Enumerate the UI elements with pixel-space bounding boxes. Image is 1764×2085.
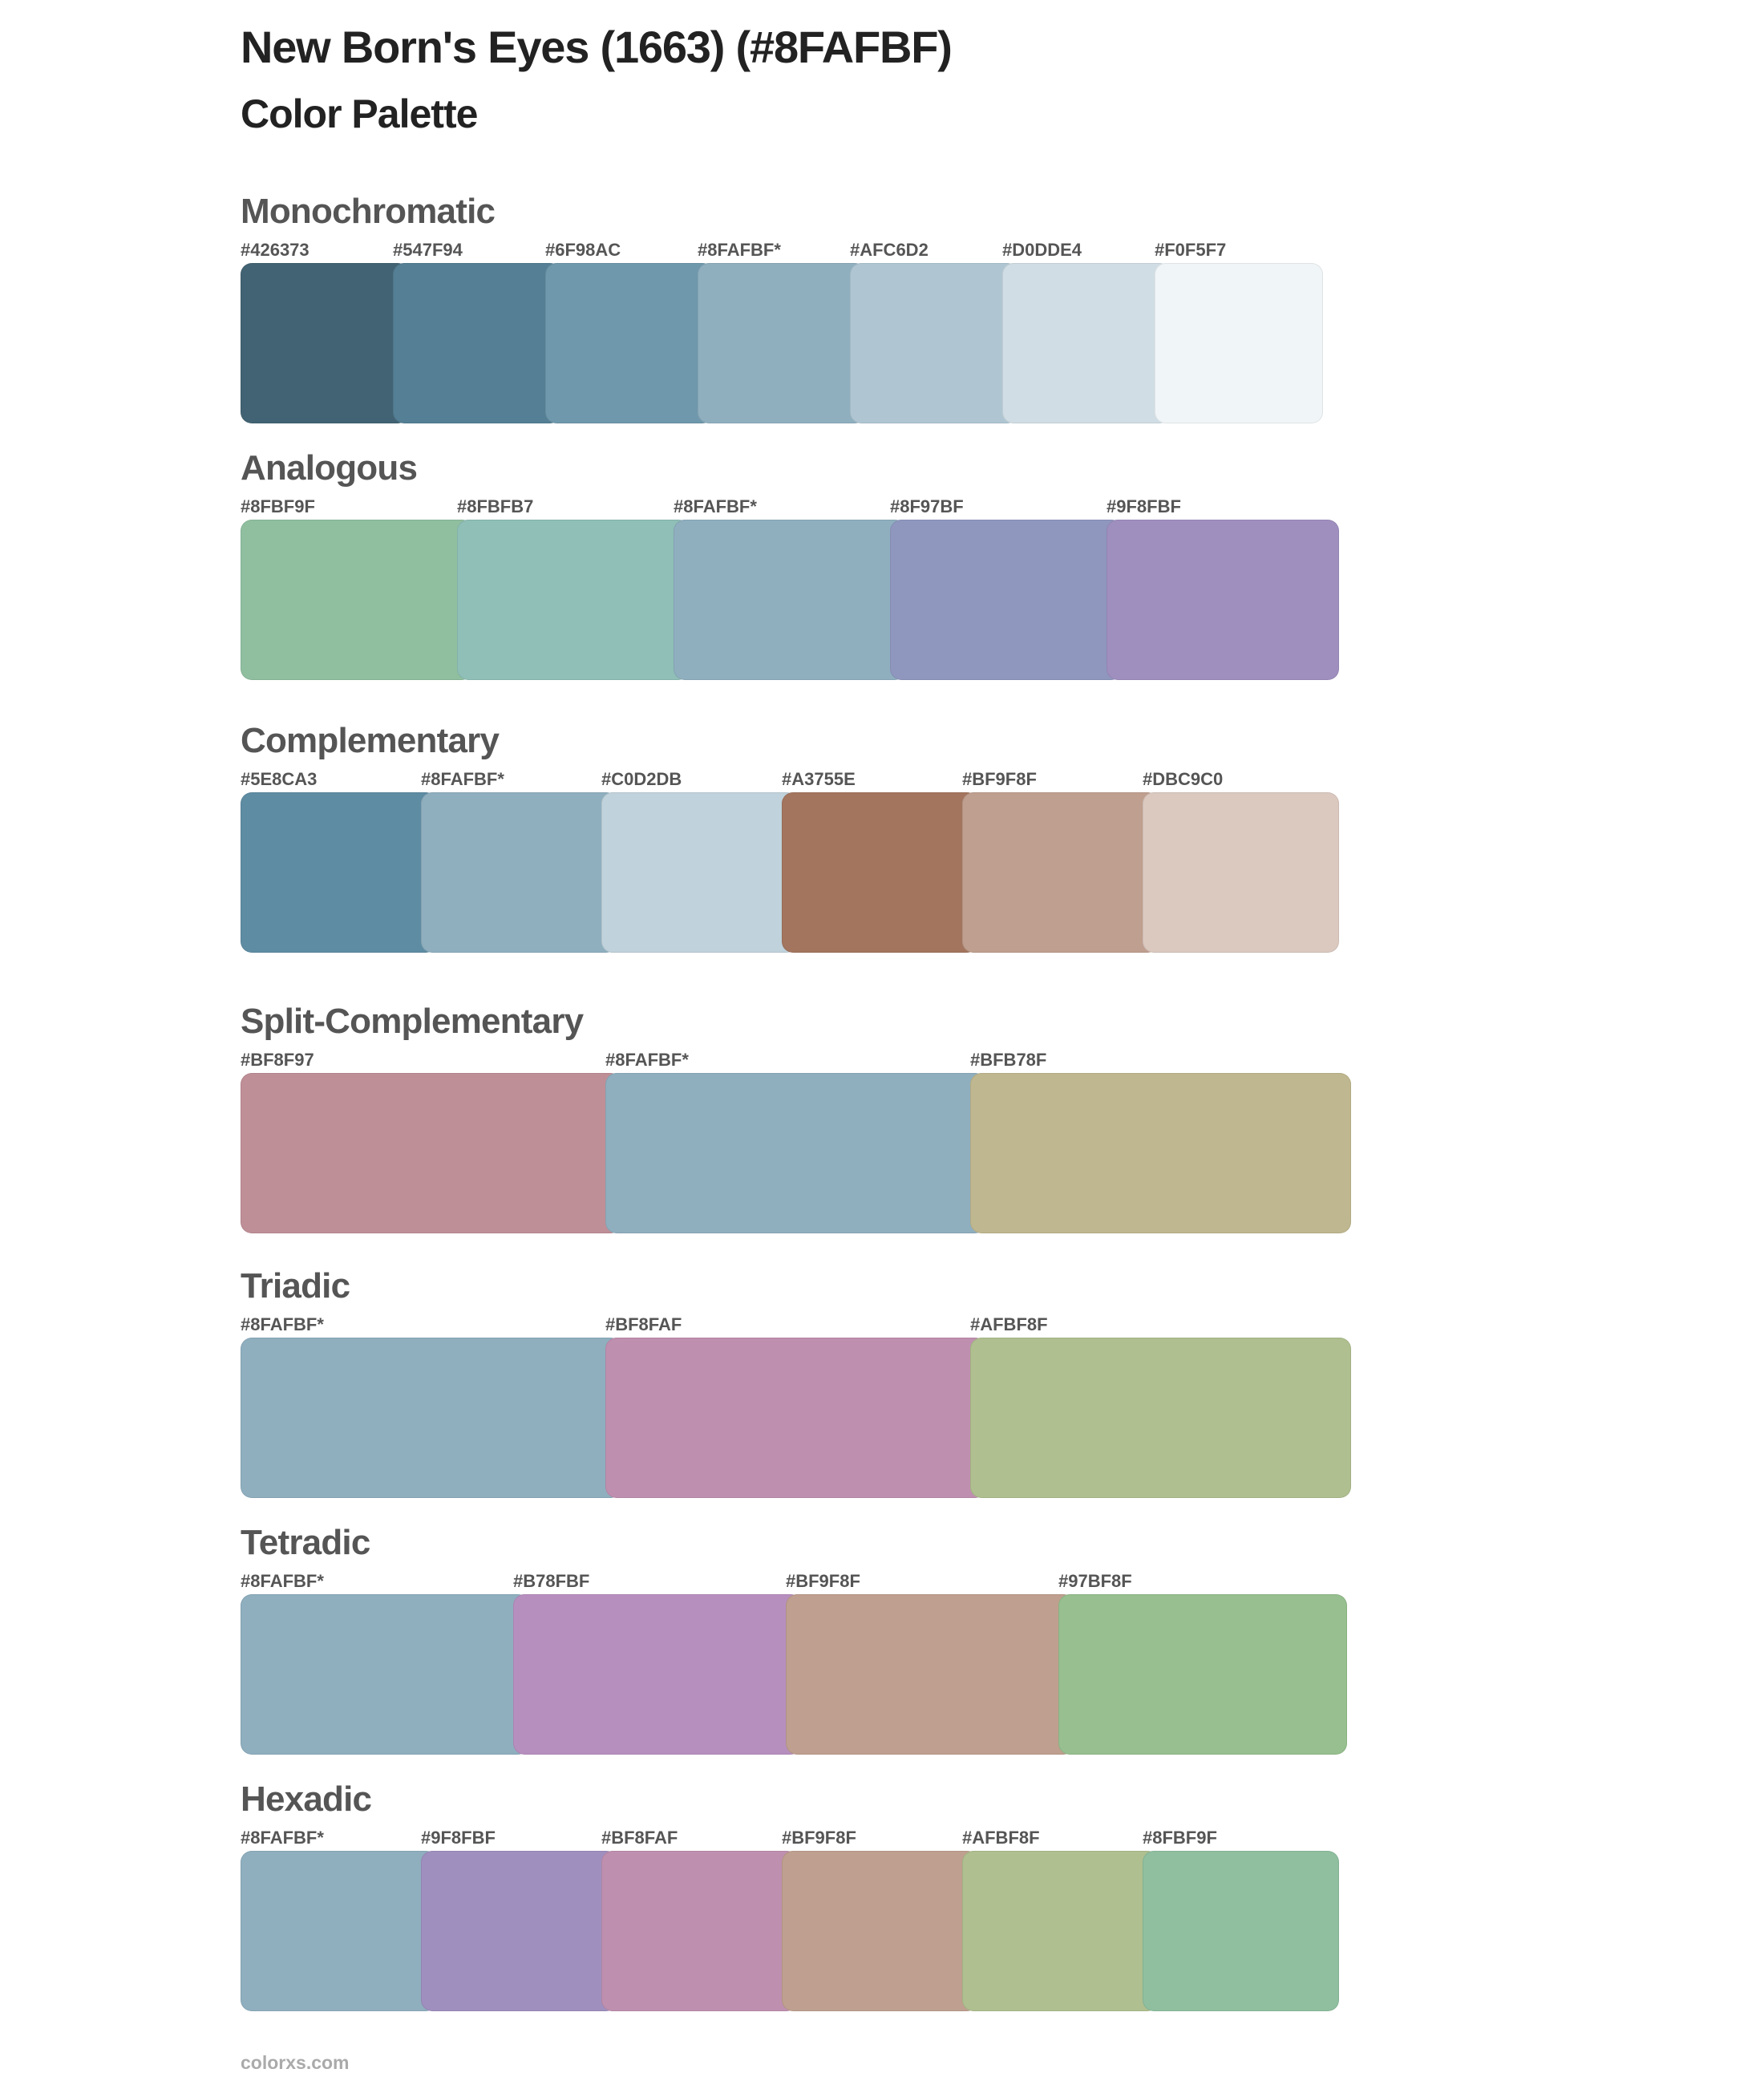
swatch-hex-label[interactable]: #8FAFBF* xyxy=(421,769,504,789)
palette-section-monochromatic: Monochromatic #426373 #547F94 #6F98AC #8FAFB… xyxy=(241,191,1379,423)
section-heading: Triadic xyxy=(241,1266,350,1306)
swatch-hex-label[interactable]: #426373 xyxy=(241,240,310,260)
swatch-hex-label[interactable]: #BF8F97 xyxy=(241,1050,314,1070)
swatch-hex-label[interactable]: #B78FBF xyxy=(513,1571,590,1591)
palette-section-hexadic: Hexadic #8FAFBF* #9F8FBF #BF8FAF #BF9F8F #AFB… xyxy=(241,1779,1379,2011)
swatch-hex-label[interactable]: #BF8FAF xyxy=(605,1314,682,1334)
swatch-hex-label[interactable]: #BFB78F xyxy=(970,1050,1047,1070)
swatch-hex-label[interactable]: #BF8FAF xyxy=(601,1828,678,1848)
color-swatch[interactable] xyxy=(241,1851,437,2011)
swatch-hex-label[interactable]: #8F97BF xyxy=(890,496,964,516)
color-swatch[interactable] xyxy=(1107,520,1339,680)
color-swatch[interactable] xyxy=(393,263,561,423)
palette-section-tetradic: Tetradic #8FAFBF* #B78FBF #BF9F8F #97BF8F xyxy=(241,1522,1379,1755)
color-swatch[interactable] xyxy=(241,792,437,953)
swatch-hex-label[interactable]: #AFBF8F xyxy=(970,1314,1048,1334)
palette-section-split-complementary: Split-Complementary #BF8F97 #8FAFBF* #BFB78… xyxy=(241,1001,1379,1233)
palette-section-triadic: Triadic #8FAFBF* #BF8FAF #AFBF8F xyxy=(241,1265,1379,1498)
color-swatch[interactable] xyxy=(786,1594,1074,1755)
color-swatch[interactable] xyxy=(241,263,409,423)
swatch-hex-label[interactable]: #8FAFBF* xyxy=(605,1050,689,1070)
color-swatch[interactable] xyxy=(241,1594,529,1755)
section-heading: Tetradic xyxy=(241,1523,370,1562)
section-heading: Monochromatic xyxy=(241,192,496,231)
color-swatch[interactable] xyxy=(1155,263,1323,423)
color-swatch[interactable] xyxy=(601,792,798,953)
color-swatch[interactable] xyxy=(962,1851,1159,2011)
color-swatch[interactable] xyxy=(513,1594,802,1755)
swatch-hex-label[interactable]: #8FBF9F xyxy=(241,496,315,516)
color-swatch[interactable] xyxy=(970,1073,1351,1233)
color-swatch[interactable] xyxy=(970,1338,1351,1498)
swatch-hex-label[interactable]: #F0F5F7 xyxy=(1155,240,1227,260)
color-swatch[interactable] xyxy=(605,1338,986,1498)
page-subtitle: Color Palette xyxy=(241,91,478,136)
swatch-hex-label[interactable]: #AFBF8F xyxy=(962,1828,1040,1848)
swatch-hex-label[interactable]: #9F8FBF xyxy=(421,1828,496,1848)
color-swatch[interactable] xyxy=(782,792,978,953)
palette-section-analogous: Analogous #8FBF9F #8FBFB7 #8FAFBF* #8F97BF #9… xyxy=(241,447,1379,680)
section-heading: Split-Complementary xyxy=(241,1002,584,1041)
footer-site-link[interactable]: colorxs.com xyxy=(241,2052,350,2073)
swatch-hex-label[interactable]: #8FBF9F xyxy=(1143,1828,1217,1848)
swatch-hex-label[interactable]: #9F8FBF xyxy=(1107,496,1181,516)
swatch-hex-label[interactable]: #D0DDE4 xyxy=(1002,240,1082,260)
swatch-hex-label[interactable]: #8FAFBF* xyxy=(241,1314,324,1334)
swatch-hex-label[interactable]: #547F94 xyxy=(393,240,463,260)
swatch-hex-label[interactable]: #6F98AC xyxy=(545,240,621,260)
swatch-hex-label[interactable]: #97BF8F xyxy=(1058,1571,1132,1591)
color-swatch[interactable] xyxy=(850,263,1018,423)
color-swatch[interactable] xyxy=(457,520,690,680)
swatch-hex-label[interactable]: #AFC6D2 xyxy=(850,240,929,260)
color-swatch[interactable] xyxy=(1058,1594,1347,1755)
swatch-hex-label[interactable]: #BF9F8F xyxy=(962,769,1037,789)
color-swatch[interactable] xyxy=(605,1073,986,1233)
swatch-hex-label[interactable]: #8FBFB7 xyxy=(457,496,534,516)
color-swatch[interactable] xyxy=(545,263,714,423)
color-swatch[interactable] xyxy=(601,1851,798,2011)
swatch-hex-label[interactable]: #8FAFBF* xyxy=(241,1571,324,1591)
section-heading: Complementary xyxy=(241,721,500,760)
page-title: New Born's Eyes (1663) (#8FAFBF) xyxy=(241,22,953,72)
section-heading: Analogous xyxy=(241,448,418,488)
color-swatch[interactable] xyxy=(1143,1851,1339,2011)
color-swatch[interactable] xyxy=(698,263,866,423)
color-swatch[interactable] xyxy=(674,520,906,680)
swatch-hex-label[interactable]: #8FAFBF* xyxy=(674,496,757,516)
swatch-hex-label[interactable]: #BF9F8F xyxy=(782,1828,856,1848)
color-swatch[interactable] xyxy=(421,792,617,953)
swatch-hex-label[interactable]: #C0D2DB xyxy=(601,769,682,789)
color-swatch[interactable] xyxy=(241,1338,621,1498)
color-swatch[interactable] xyxy=(890,520,1123,680)
palette-section-complementary: Complementary #5E8CA3 #8FAFBF* #C0D2DB #A375… xyxy=(241,720,1379,953)
color-swatch[interactable] xyxy=(962,792,1159,953)
color-swatch[interactable] xyxy=(1143,792,1339,953)
color-swatch[interactable] xyxy=(782,1851,978,2011)
swatch-hex-label[interactable]: #BF9F8F xyxy=(786,1571,860,1591)
color-swatch[interactable] xyxy=(241,520,473,680)
color-swatch[interactable] xyxy=(421,1851,617,2011)
color-swatch[interactable] xyxy=(1002,263,1171,423)
swatch-hex-label[interactable]: #A3755E xyxy=(782,769,856,789)
swatch-hex-label[interactable]: #DBC9C0 xyxy=(1143,769,1224,789)
swatch-hex-label[interactable]: #5E8CA3 xyxy=(241,769,318,789)
swatch-hex-label[interactable]: #8FAFBF* xyxy=(698,240,781,260)
section-heading: Hexadic xyxy=(241,1779,372,1819)
swatch-hex-label[interactable]: #8FAFBF* xyxy=(241,1828,324,1848)
color-swatch[interactable] xyxy=(241,1073,621,1233)
